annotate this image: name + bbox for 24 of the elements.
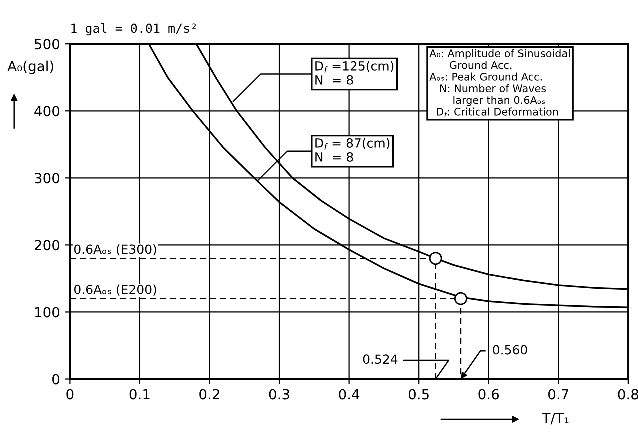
annotation: A₀: Amplitude of Sinusoidal Ground Acc. Aₒₛ: Peak Ground Acc. N: Number of Waves larger than 0.6Aₒₛ D$_{f}$: Critical Deformation — [430, 49, 570, 118]
y-tick-label: 0 — [52, 374, 60, 385]
x-tick-label: 0.3 — [269, 389, 290, 400]
x-tick-label: 0.5 — [408, 389, 429, 400]
y-tick-label: 300 — [35, 173, 60, 184]
x-tick-label: 0 — [66, 389, 74, 400]
x-tick-label: 0.4 — [339, 389, 360, 400]
y-tick-label: 400 — [34, 106, 60, 117]
annotation: D$_{f}$ = 87(cm) N = 8 — [316, 138, 390, 162]
annotation: 0.6Aₒₛ (E300) — [74, 244, 156, 256]
x-tick-label: 0.6 — [478, 389, 500, 400]
x-axis-title: T/T₁ — [542, 413, 569, 425]
x-tick-label: 0.7 — [548, 389, 569, 400]
annotation: D$_{f}$ =125(cm) N = 8 — [316, 61, 394, 85]
y-tick-label: 100 — [35, 307, 60, 318]
annotation: 0.6Aₒₛ (E200) — [74, 284, 156, 296]
x-tick-label: 0.1 — [130, 389, 150, 400]
chart-title: 1 gal = 0.01 m/s² — [72, 23, 196, 36]
y-tick-label: 200 — [34, 240, 60, 251]
annotation: 0.524 — [363, 354, 398, 364]
x-tick-label: 0.2 — [200, 389, 220, 400]
annotation: 0.560 — [493, 345, 528, 355]
y-axis-title: A₀(gal) — [8, 60, 54, 74]
y-tick-label: 500 — [35, 39, 60, 50]
